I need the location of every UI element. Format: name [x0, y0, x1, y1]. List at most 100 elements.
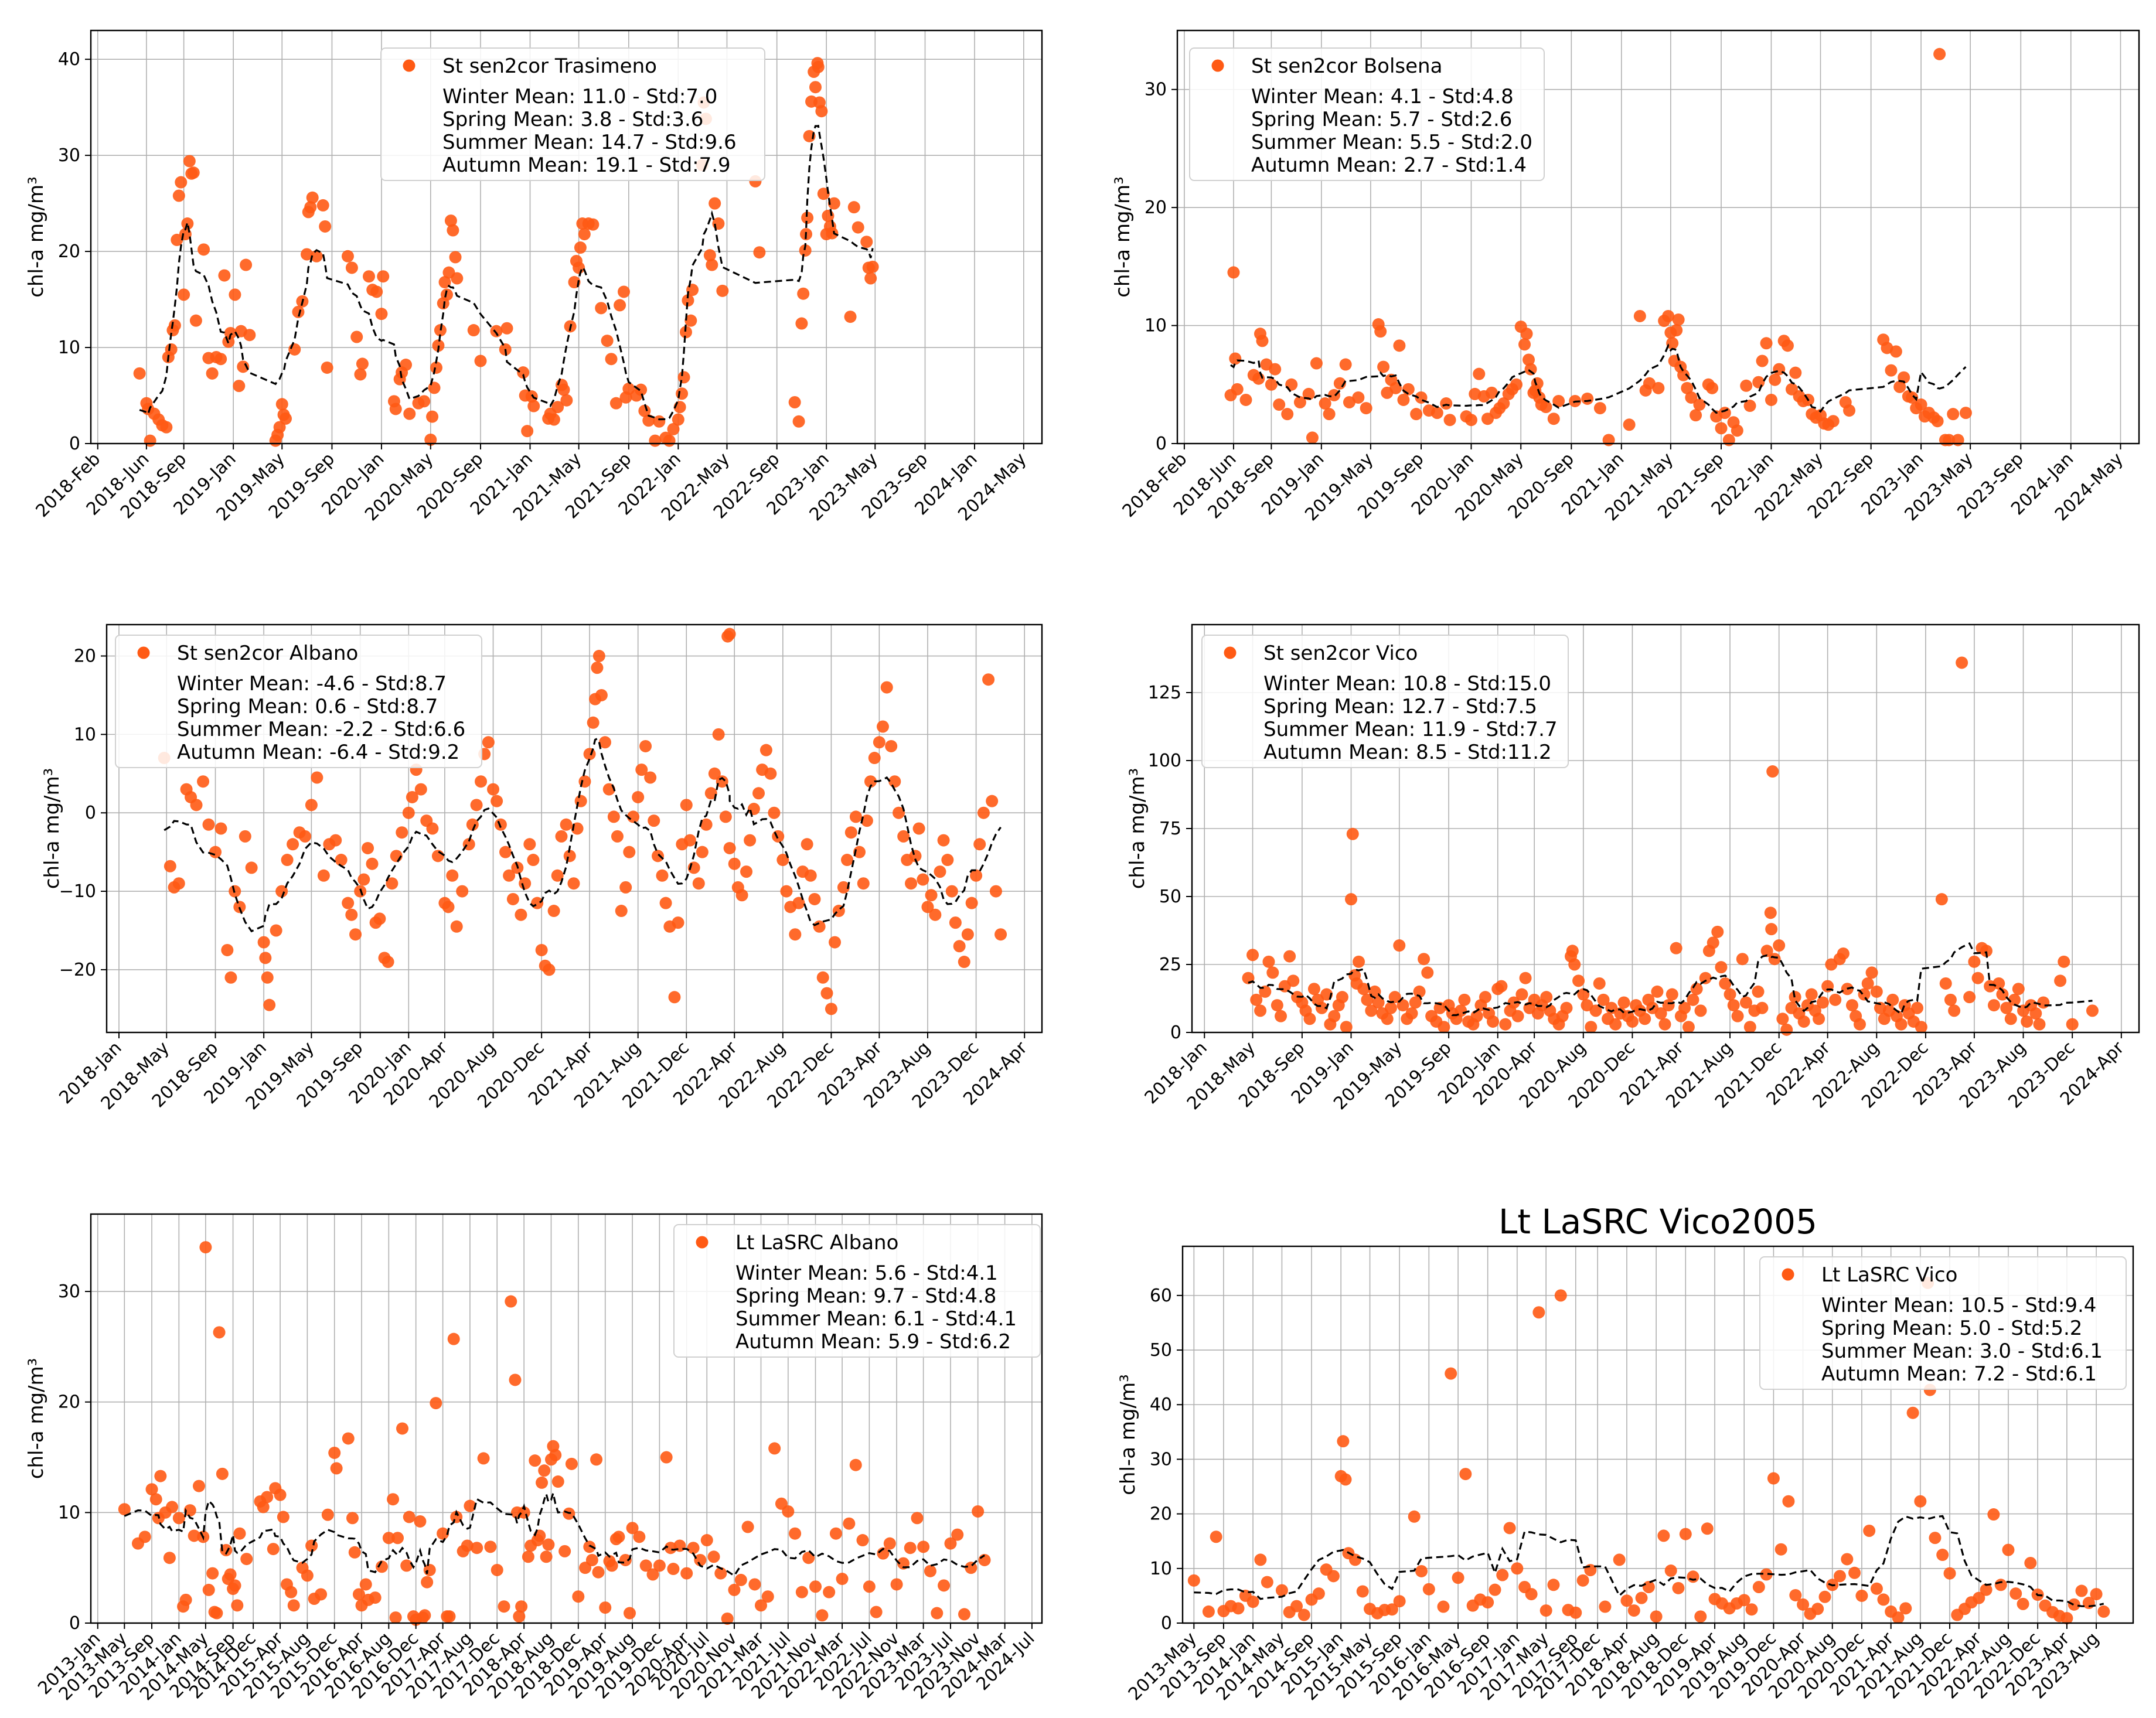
data-point [911, 1512, 924, 1525]
data-point [438, 276, 451, 289]
data-point [812, 60, 825, 73]
data-point [1739, 996, 1752, 1009]
data-point [1397, 393, 1410, 406]
data-point [506, 892, 519, 905]
data-point [648, 814, 660, 827]
data-point [1290, 1600, 1303, 1613]
data-point [1306, 431, 1319, 444]
data-point [703, 249, 716, 262]
data-point [1422, 1583, 1435, 1596]
data-point [519, 877, 532, 890]
data-point [982, 673, 995, 686]
data-point [1307, 983, 1320, 996]
y-tick-label: 10 [58, 338, 80, 358]
data-point [482, 736, 495, 749]
data-point [491, 1563, 503, 1576]
data-point [700, 818, 713, 831]
data-point [1473, 367, 1486, 380]
data-point [1811, 1603, 1824, 1615]
data-point [1352, 391, 1365, 404]
data-point [1518, 338, 1531, 351]
data-point [557, 383, 570, 396]
data-point [1519, 972, 1532, 984]
data-point [1265, 378, 1278, 391]
data-point [1980, 1583, 1992, 1596]
data-point [1470, 1010, 1483, 1022]
data-point [1959, 407, 1972, 420]
data-point [1657, 1529, 1670, 1542]
data-point [1935, 893, 1948, 906]
data-point [527, 854, 540, 867]
legend-stat-line: Summer Mean: -2.2 - Std:6.6 [177, 718, 465, 741]
legend-stat-line: Autumn Mean: -6.4 - Std:9.2 [177, 741, 459, 764]
data-point [1719, 977, 1732, 990]
data-point [863, 1580, 876, 1593]
data-point [165, 343, 178, 356]
data-point [1774, 1543, 1787, 1556]
legend-marker [1211, 59, 1224, 72]
data-point [2086, 1004, 2099, 1017]
data-point [2021, 1015, 2034, 1028]
y-tick-label: 20 [1145, 197, 1167, 218]
trend-line [1230, 343, 1967, 414]
data-point [836, 1573, 849, 1586]
data-point [1227, 266, 1240, 279]
data-point [868, 752, 881, 765]
data-point [656, 869, 669, 882]
data-point [237, 360, 250, 373]
data-point [317, 869, 330, 882]
y-tick-label: 20 [74, 646, 96, 667]
data-point [1339, 1473, 1352, 1486]
data-point [860, 814, 873, 827]
data-point [414, 1515, 427, 1528]
data-point [149, 1493, 162, 1506]
legend-marker [403, 59, 415, 72]
data-point [166, 1501, 179, 1514]
data-point [1532, 1306, 1545, 1319]
legend-stat-line: Winter Mean: 10.5 - Std:9.4 [1821, 1294, 2096, 1317]
axes-frame [90, 1213, 1043, 1624]
data-point [1670, 942, 1682, 955]
data-point [904, 1542, 917, 1555]
data-point [768, 1442, 781, 1455]
data-point [1951, 434, 1964, 446]
data-point [328, 1446, 341, 1459]
data-point [369, 1591, 382, 1604]
data-point [633, 1530, 646, 1543]
data-point [1531, 377, 1544, 390]
data-point [1994, 1579, 2007, 1591]
data-point [876, 720, 889, 733]
legend-box [1201, 635, 1569, 768]
data-point [1780, 1023, 1793, 1036]
data-point [1499, 1018, 1512, 1031]
data-point [1319, 397, 1331, 410]
data-point [592, 1566, 605, 1579]
data-point [1302, 387, 1315, 400]
data-point [467, 324, 480, 337]
data-point [1963, 991, 1976, 1004]
data-point [696, 846, 709, 858]
data-point [1827, 415, 1840, 428]
data-point [827, 197, 840, 210]
data-point [1818, 1590, 1831, 1603]
data-point [1939, 977, 1952, 990]
y-tick-label: 10 [74, 724, 96, 745]
data-point [972, 1505, 985, 1518]
data-point [649, 434, 662, 447]
data-point [1863, 1525, 1876, 1538]
data-point [1677, 369, 1690, 381]
legend-series-label: St sen2cor Trasimeno [442, 54, 657, 78]
data-point [1848, 1566, 1861, 1579]
data-point [267, 1543, 280, 1556]
data-point [1336, 991, 1348, 1004]
data-point [1765, 393, 1777, 406]
data-point [1756, 1001, 1769, 1014]
data-point [856, 1534, 869, 1547]
data-point [1256, 335, 1269, 347]
data-point [728, 1583, 741, 1596]
data-point [521, 425, 534, 438]
data-point [464, 1499, 476, 1512]
data-point [172, 877, 185, 890]
chart-panel-1: 0102030402018-Feb2018-Jun2018-Sep2019-Ja… [25, 29, 1043, 525]
